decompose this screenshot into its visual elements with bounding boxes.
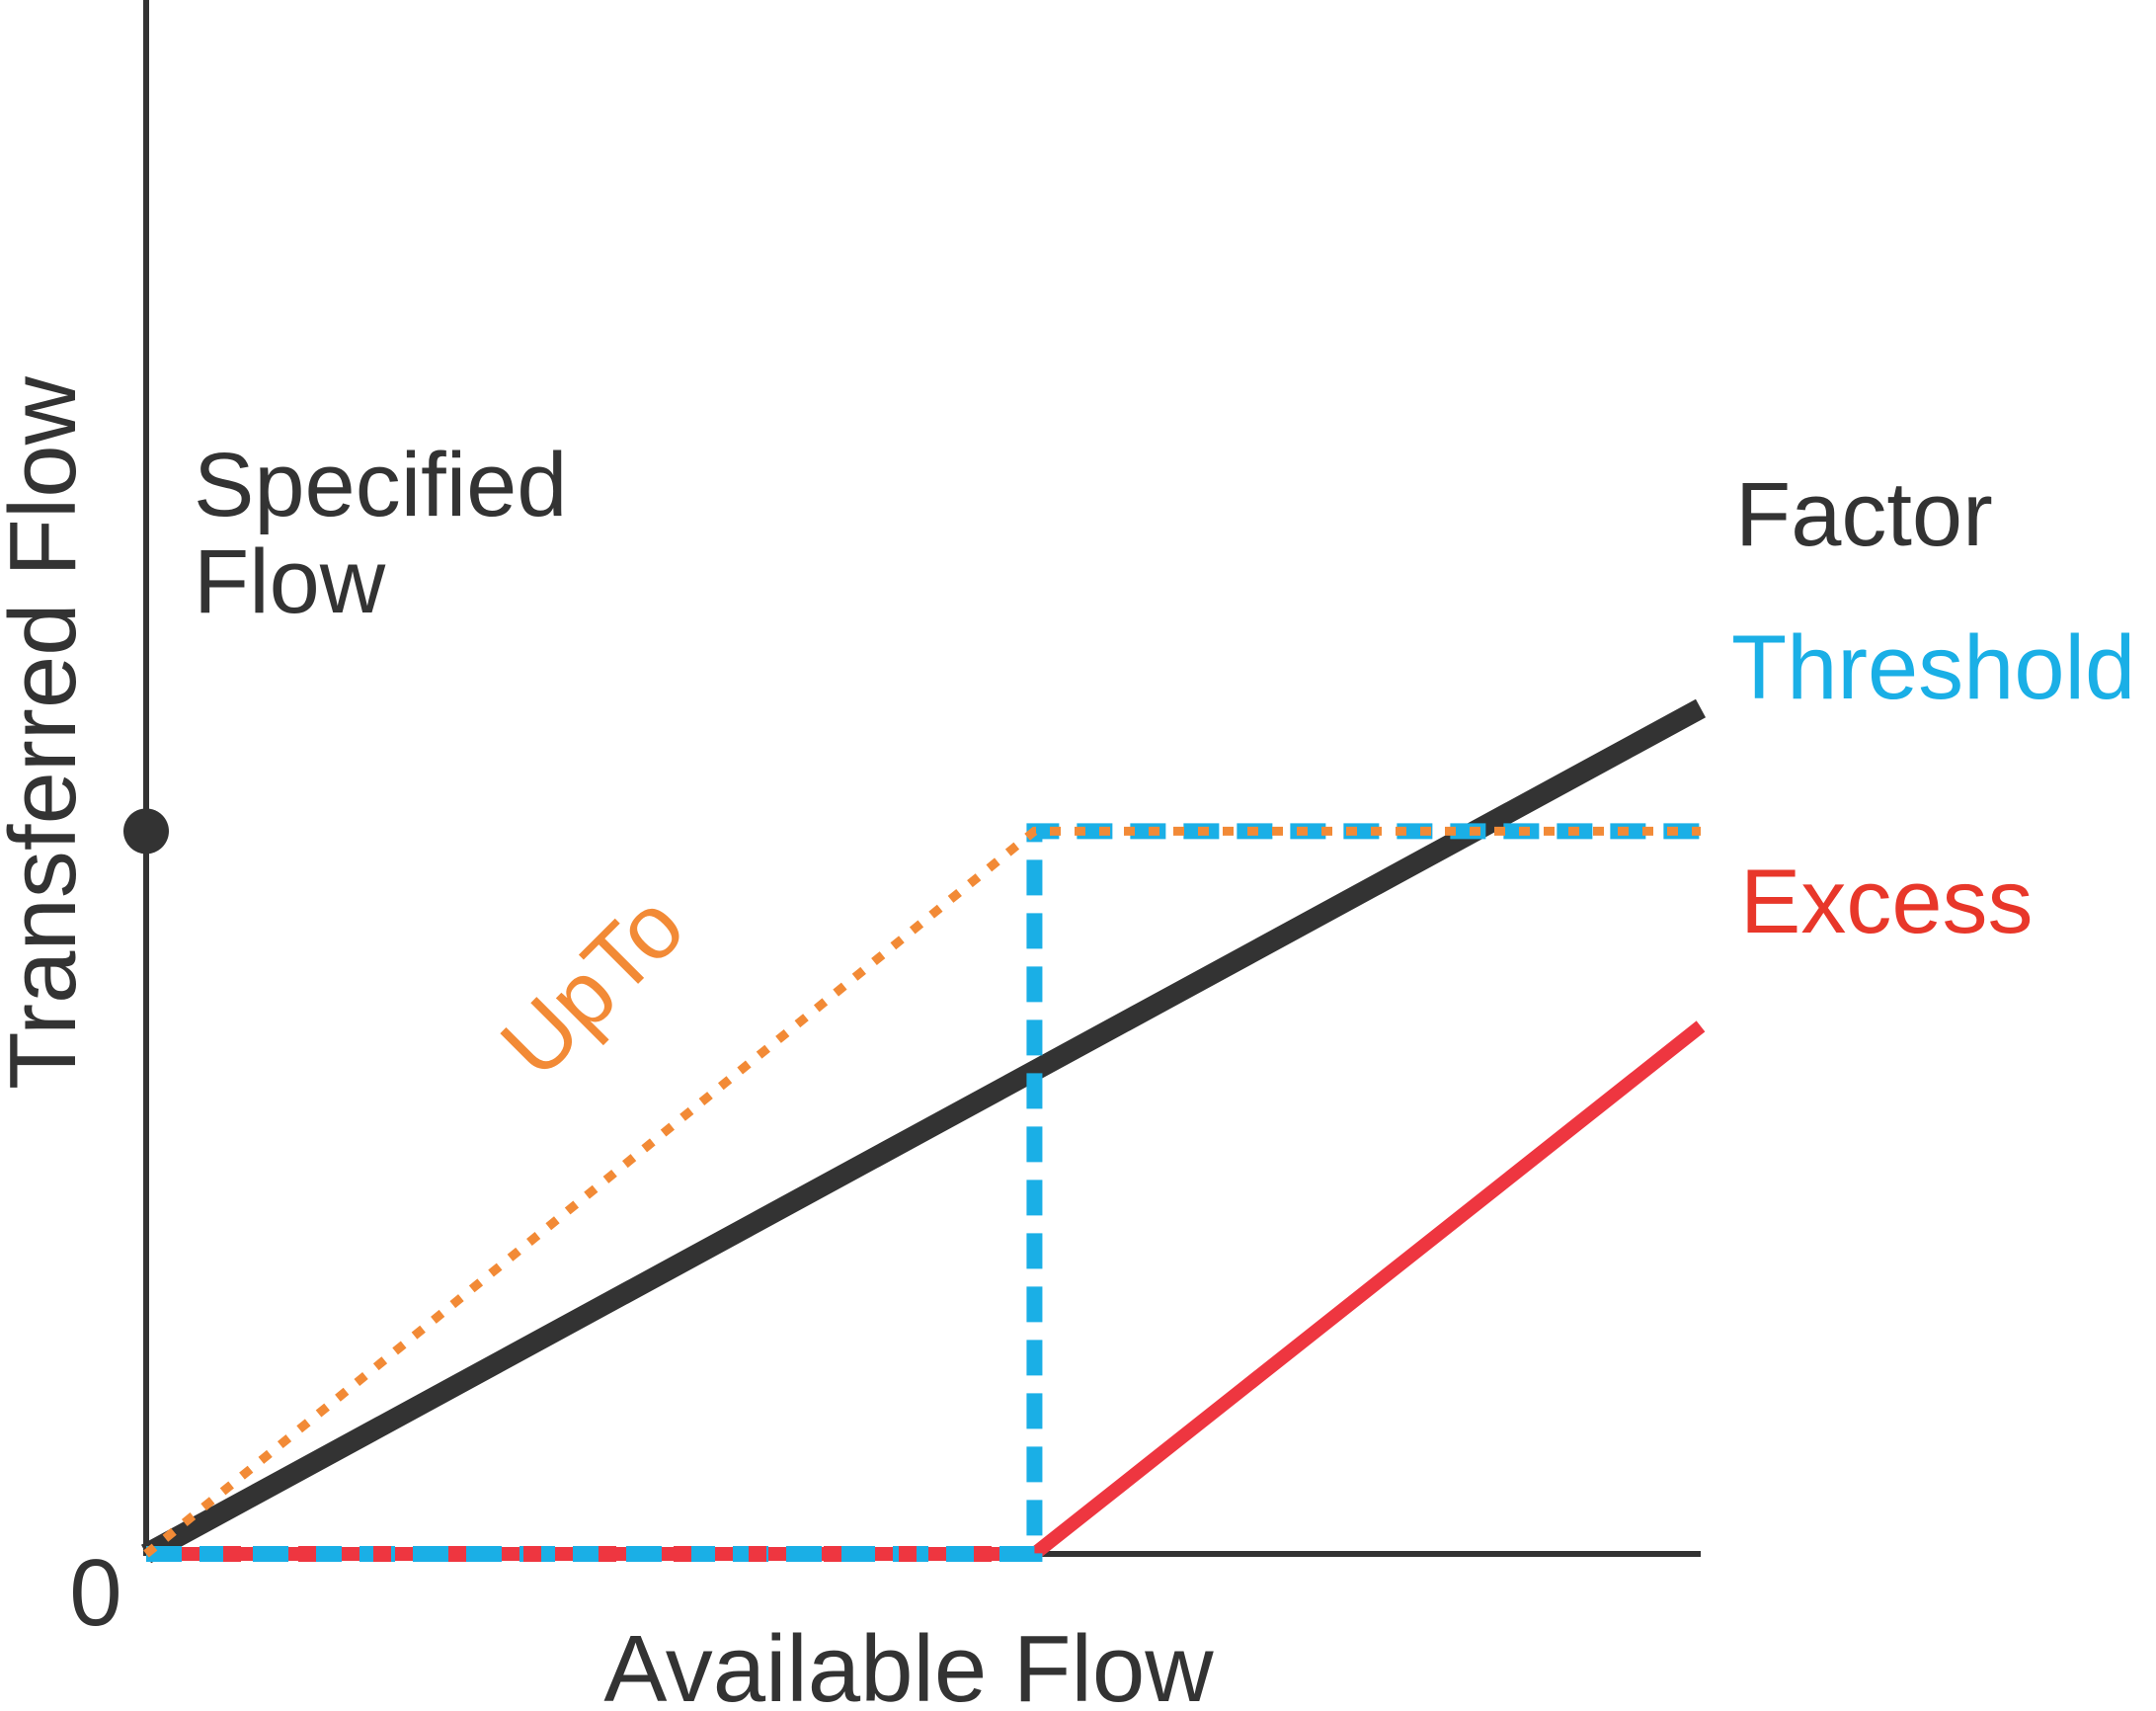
- specified-flow-label-line-2: Flow: [194, 531, 386, 632]
- specified-flow-marker: [123, 808, 169, 855]
- series-line-factor: [140, 698, 1707, 1564]
- series-label-factor: Factor: [1735, 464, 1993, 565]
- series-label-excess: Excess: [1740, 852, 2034, 952]
- series-line-threshold: [146, 823, 1701, 1562]
- specified-flow-label-line-1: Specified: [194, 435, 567, 535]
- x-axis-label: Available Flow: [603, 1616, 1214, 1706]
- series-label-threshold: Threshold: [1731, 617, 2135, 718]
- axes-group: [123, 0, 1701, 1557]
- origin-tick-label: 0: [69, 1540, 121, 1646]
- annotation-upto: UpTo: [482, 875, 703, 1097]
- series-line-excess: [146, 1020, 1706, 1561]
- y-axis-label: Transferred Flow: [0, 375, 96, 1090]
- series-group: [140, 698, 1707, 1564]
- series-line-upto: [143, 826, 1701, 1558]
